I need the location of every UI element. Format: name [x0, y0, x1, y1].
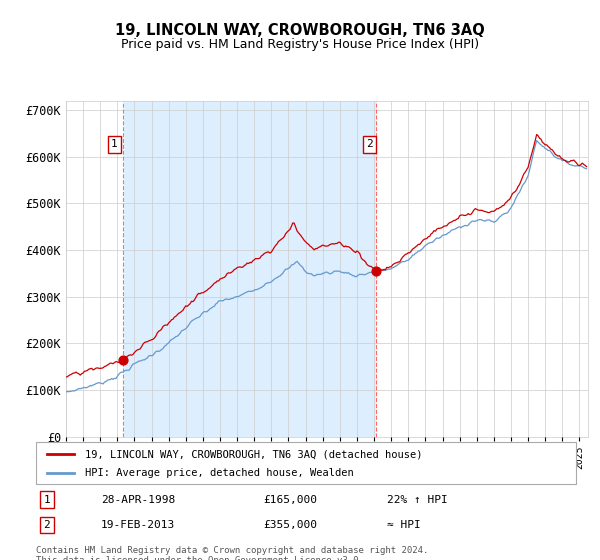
Text: £165,000: £165,000 — [263, 495, 317, 505]
Text: 28-APR-1998: 28-APR-1998 — [101, 495, 175, 505]
Text: 1: 1 — [43, 495, 50, 505]
Text: 2: 2 — [43, 520, 50, 530]
Text: ≈ HPI: ≈ HPI — [387, 520, 421, 530]
Text: 19, LINCOLN WAY, CROWBOROUGH, TN6 3AQ (detached house): 19, LINCOLN WAY, CROWBOROUGH, TN6 3AQ (d… — [85, 449, 422, 459]
Bar — [376, 101, 588, 437]
FancyBboxPatch shape — [36, 442, 576, 484]
Text: Price paid vs. HM Land Registry's House Price Index (HPI): Price paid vs. HM Land Registry's House … — [121, 38, 479, 52]
Text: 1: 1 — [111, 139, 118, 150]
Text: 19, LINCOLN WAY, CROWBOROUGH, TN6 3AQ: 19, LINCOLN WAY, CROWBOROUGH, TN6 3AQ — [115, 24, 485, 38]
Bar — [66, 101, 123, 437]
Text: £355,000: £355,000 — [263, 520, 317, 530]
Text: 22% ↑ HPI: 22% ↑ HPI — [387, 495, 448, 505]
Text: 2: 2 — [366, 139, 373, 150]
Bar — [123, 101, 376, 437]
Text: 19-FEB-2013: 19-FEB-2013 — [101, 520, 175, 530]
Text: HPI: Average price, detached house, Wealden: HPI: Average price, detached house, Weal… — [85, 468, 353, 478]
Point — [118, 356, 128, 365]
Text: Contains HM Land Registry data © Crown copyright and database right 2024.
This d: Contains HM Land Registry data © Crown c… — [36, 546, 428, 560]
Point — [371, 267, 381, 276]
